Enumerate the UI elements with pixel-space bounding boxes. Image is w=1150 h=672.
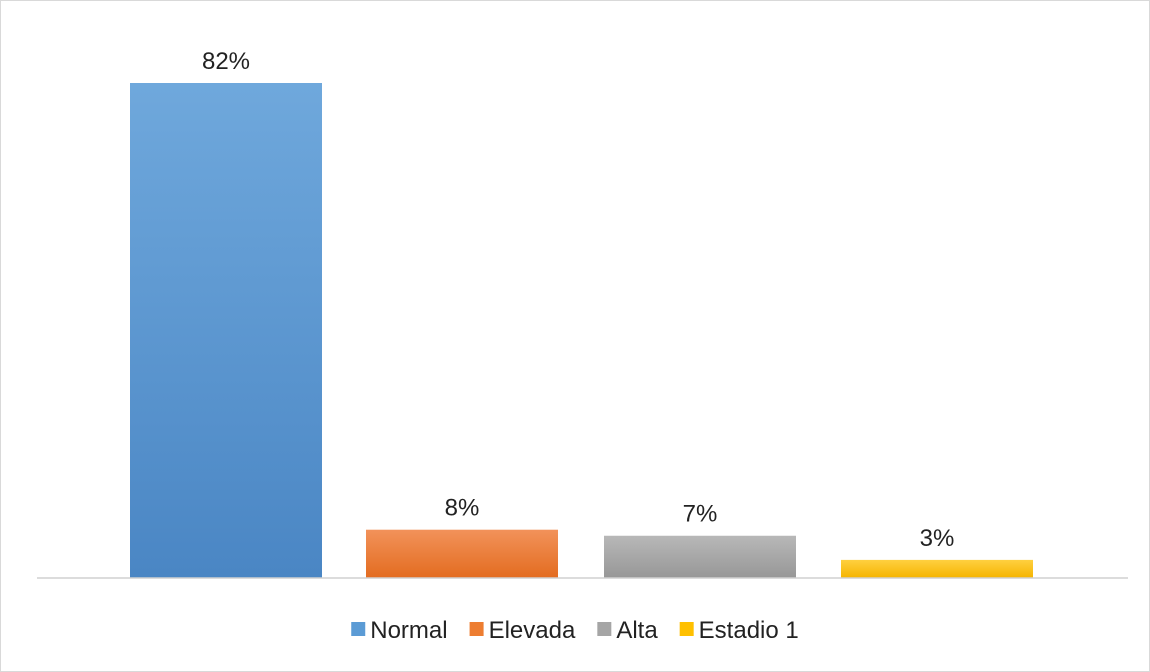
legend-item-estadio-1: Estadio 1 bbox=[679, 617, 799, 644]
data-label-alta: 7% bbox=[683, 501, 718, 528]
bars-group bbox=[130, 83, 1033, 578]
data-labels-group: 82% 8% 7% 3% bbox=[202, 48, 954, 552]
bar-elevada bbox=[366, 529, 558, 578]
data-label-estadio-1: 3% bbox=[920, 525, 955, 552]
bar-normal bbox=[130, 83, 322, 578]
legend-item-normal: Normal bbox=[351, 617, 448, 644]
data-label-normal: 82% bbox=[202, 48, 250, 75]
legend-label: Normal bbox=[370, 617, 447, 644]
legend-swatch bbox=[469, 622, 484, 636]
bar-alta bbox=[604, 535, 796, 578]
bar-estadio-1 bbox=[841, 559, 1033, 578]
legend-label: Estadio 1 bbox=[699, 617, 799, 644]
legend-swatch bbox=[679, 622, 694, 636]
data-label-elevada: 8% bbox=[445, 495, 480, 522]
legend-swatch bbox=[351, 622, 366, 636]
legend-label: Elevada bbox=[489, 617, 576, 644]
legend: Normal Elevada Alta Estadio 1 bbox=[351, 617, 799, 644]
legend-item-elevada: Elevada bbox=[469, 617, 576, 644]
legend-label: Alta bbox=[616, 617, 658, 644]
legend-swatch bbox=[597, 622, 612, 636]
legend-item-alta: Alta bbox=[597, 617, 658, 644]
